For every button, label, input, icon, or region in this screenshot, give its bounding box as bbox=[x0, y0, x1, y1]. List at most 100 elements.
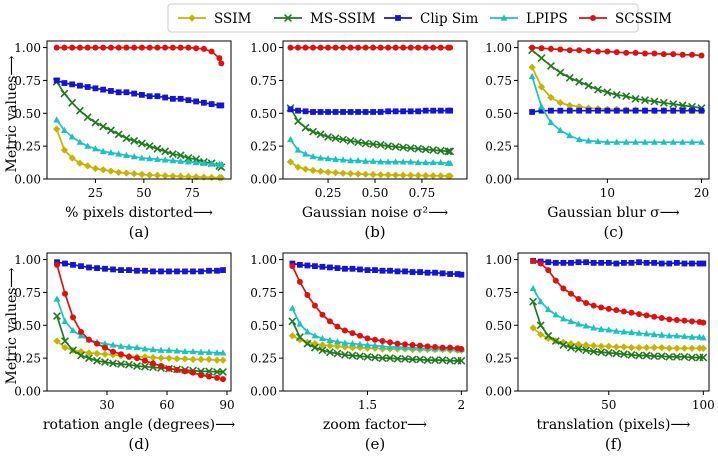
data-point bbox=[700, 260, 707, 267]
x-axis-label: translation (pixels)⟶ bbox=[537, 417, 691, 433]
y-tick-label: 0.50 bbox=[14, 107, 41, 121]
data-point bbox=[190, 268, 196, 275]
data-point bbox=[332, 155, 339, 162]
x-tick-label: 0.75 bbox=[409, 186, 436, 200]
data-point bbox=[362, 44, 369, 51]
data-point bbox=[174, 366, 180, 373]
data-point bbox=[544, 331, 553, 340]
data-point bbox=[628, 309, 635, 316]
data-point bbox=[669, 138, 677, 145]
data-point bbox=[317, 154, 324, 161]
data-point bbox=[141, 345, 149, 352]
data-point bbox=[699, 344, 708, 353]
series-scssim bbox=[54, 261, 226, 383]
data-point bbox=[319, 263, 326, 270]
data-point bbox=[296, 278, 303, 285]
data-point bbox=[117, 360, 125, 369]
data-point bbox=[437, 44, 444, 51]
data-point bbox=[333, 342, 342, 351]
data-point bbox=[304, 292, 311, 299]
series-line bbox=[56, 298, 223, 354]
data-point bbox=[454, 271, 461, 277]
series-clip-sim bbox=[530, 257, 707, 267]
series-ms-ssim bbox=[528, 46, 706, 112]
data-point bbox=[134, 355, 140, 362]
data-point bbox=[192, 158, 200, 166]
data-point bbox=[594, 48, 601, 55]
data-point bbox=[355, 44, 362, 51]
data-point bbox=[627, 350, 636, 359]
data-point bbox=[642, 351, 651, 360]
data-point bbox=[340, 109, 346, 115]
data-point bbox=[613, 107, 620, 114]
data-point bbox=[110, 348, 116, 355]
data-point bbox=[627, 343, 636, 352]
data-point bbox=[414, 144, 423, 153]
data-point bbox=[91, 164, 100, 173]
data-point bbox=[424, 343, 431, 350]
data-point bbox=[598, 259, 605, 266]
data-point bbox=[115, 44, 122, 51]
data-point bbox=[650, 343, 658, 352]
data-point bbox=[447, 44, 454, 51]
data-point bbox=[651, 313, 658, 320]
data-point bbox=[190, 369, 196, 376]
data-point bbox=[399, 158, 407, 165]
data-point bbox=[184, 172, 193, 181]
data-point bbox=[604, 348, 613, 357]
data-point bbox=[102, 344, 108, 351]
data-point bbox=[70, 314, 76, 321]
data-point bbox=[422, 107, 429, 114]
data-point bbox=[317, 44, 324, 51]
data-point bbox=[681, 260, 688, 267]
data-point bbox=[681, 332, 688, 340]
data-point bbox=[118, 351, 124, 358]
data-point bbox=[407, 44, 414, 51]
data-point bbox=[369, 157, 377, 164]
data-point bbox=[340, 350, 349, 359]
data-point bbox=[218, 60, 225, 67]
data-point bbox=[678, 101, 687, 110]
data-point bbox=[181, 355, 189, 363]
data-point bbox=[100, 86, 107, 93]
data-point bbox=[605, 259, 612, 266]
data-point bbox=[679, 138, 687, 145]
data-point bbox=[339, 169, 347, 177]
plot-frame bbox=[46, 40, 232, 180]
data-point bbox=[126, 353, 132, 360]
data-point bbox=[576, 47, 583, 54]
data-point bbox=[346, 136, 355, 145]
data-point bbox=[665, 332, 673, 339]
data-point bbox=[444, 147, 453, 156]
legend-label: LPIPS bbox=[526, 11, 568, 27]
data-point bbox=[385, 108, 392, 115]
data-point bbox=[295, 107, 301, 114]
data-point bbox=[642, 50, 649, 57]
data-point bbox=[603, 88, 612, 97]
y-tick-label: 0.00 bbox=[250, 385, 277, 399]
data-point bbox=[613, 138, 621, 145]
data-point bbox=[559, 341, 568, 349]
y-tick-label: 0.25 bbox=[485, 352, 512, 366]
data-point bbox=[138, 154, 146, 161]
data-point bbox=[213, 356, 221, 364]
data-point bbox=[76, 138, 84, 145]
data-point bbox=[349, 330, 356, 337]
data-point bbox=[331, 134, 340, 143]
data-point bbox=[421, 171, 430, 180]
data-point bbox=[559, 315, 567, 322]
data-point bbox=[347, 109, 354, 115]
series-ms-ssim bbox=[288, 317, 466, 365]
panel-label: (b) bbox=[364, 223, 385, 241]
data-point bbox=[689, 51, 696, 58]
data-point bbox=[302, 150, 309, 157]
data-point bbox=[208, 101, 215, 107]
data-point bbox=[547, 45, 554, 52]
data-point bbox=[177, 157, 185, 164]
data-point bbox=[169, 44, 176, 51]
data-point bbox=[620, 308, 627, 315]
data-point bbox=[546, 62, 555, 70]
data-point bbox=[78, 263, 84, 270]
data-point bbox=[123, 44, 130, 51]
data-point bbox=[575, 259, 582, 266]
